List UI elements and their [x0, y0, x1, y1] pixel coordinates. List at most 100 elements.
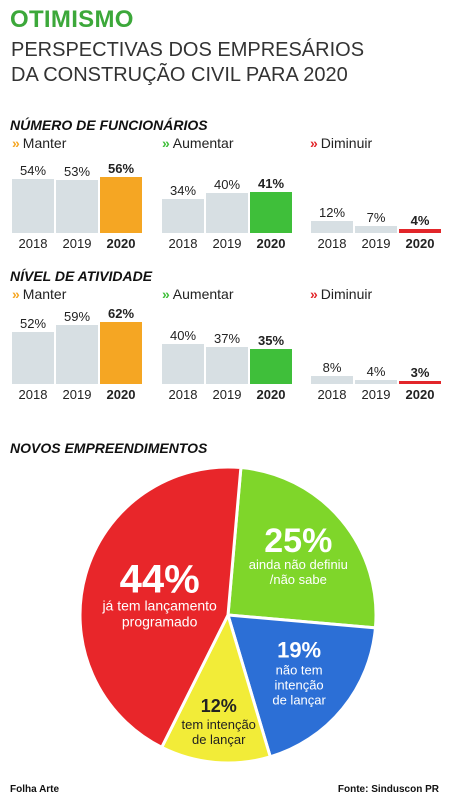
- value-label: 52%: [20, 316, 46, 331]
- value-label: 59%: [64, 309, 90, 324]
- chevron-icon: »: [12, 135, 20, 151]
- bar-diminuir-2019: [355, 226, 397, 233]
- year-label: 2018: [19, 236, 48, 251]
- bar-aumentar-2018: [162, 344, 204, 384]
- value-label: 37%: [214, 331, 240, 346]
- legend-label: Diminuir: [320, 286, 373, 302]
- legend-label: Aumentar: [172, 286, 234, 302]
- chevron-icon: »: [12, 286, 20, 302]
- bar-diminuir-2020: [399, 229, 441, 233]
- subtitle-line-2: DA CONSTRUÇÃO CIVIL PARA 2020: [11, 64, 348, 86]
- chevron-icon: »: [162, 135, 170, 151]
- value-label: 41%: [258, 176, 284, 191]
- year-label: 2018: [169, 236, 198, 251]
- bar-aumentar-2019: [206, 347, 248, 384]
- slice-label: intenção: [275, 678, 324, 693]
- value-label: 54%: [20, 163, 46, 178]
- bar-diminuir-2018: [311, 221, 353, 233]
- pie-slice: [225, 613, 378, 759]
- value-label: 53%: [64, 164, 90, 179]
- pie-slice: [78, 465, 243, 750]
- page-title: OTIMISMO: [10, 6, 134, 33]
- slice-label: tem intenção: [181, 717, 255, 732]
- year-label: 2020: [406, 387, 435, 402]
- year-label: 2020: [107, 387, 136, 402]
- bar-diminuir-2018: [311, 376, 353, 384]
- value-label: 34%: [170, 183, 196, 198]
- bar-diminuir-2020: [399, 381, 441, 384]
- chevron-icon: »: [162, 286, 170, 302]
- footer-source: Fonte: Sinduscon PR: [337, 784, 439, 795]
- section-title-funcionarios: NÚMERO DE FUNCIONÁRIOS: [10, 117, 208, 133]
- value-label: 4%: [367, 364, 386, 379]
- slice-label: /não sabe: [270, 572, 327, 587]
- value-label: 12%: [319, 205, 345, 220]
- year-label: 2018: [169, 387, 198, 402]
- legend-label: Aumentar: [172, 135, 234, 151]
- bar-manter-2018: [12, 332, 54, 384]
- year-label: 2018: [318, 387, 347, 402]
- value-label: 8%: [323, 360, 342, 375]
- section-title-empreendimentos: NOVOS EMPREENDIMENTOS: [10, 440, 208, 456]
- slice-label: programado: [122, 613, 198, 629]
- bar-manter-2020: [100, 322, 142, 384]
- bar-aumentar-2020: [250, 349, 292, 384]
- bar-manter-2018: [12, 179, 54, 233]
- year-label: 2019: [63, 236, 92, 251]
- bar-manter-2019: [56, 325, 98, 384]
- value-label: 40%: [170, 328, 196, 343]
- year-label: 2019: [63, 387, 92, 402]
- page-subtitle: PERSPECTIVAS DOS EMPRESÁRIOS DA CONSTRUÇ…: [11, 38, 364, 88]
- legend-diminuir-2: » Diminuir: [310, 286, 372, 302]
- slice-label: ainda não definiu: [249, 557, 348, 572]
- bar-aumentar-2018: [162, 199, 204, 233]
- legend-label: Manter: [22, 135, 67, 151]
- year-label: 2019: [362, 387, 391, 402]
- slice-percent: 19%: [277, 638, 321, 663]
- year-label: 2018: [318, 236, 347, 251]
- bar-aumentar-2020: [250, 192, 292, 233]
- bar-manter-2020: [100, 177, 142, 233]
- year-label: 2019: [213, 387, 242, 402]
- footer-credit: Folha Arte: [10, 784, 60, 795]
- legend-label: Diminuir: [320, 135, 373, 151]
- year-label: 2018: [19, 387, 48, 402]
- bar-chart-atividade: 52% 2018 59% 2019 62% 2020 40% 2018 37% 2019 35% 20…: [12, 306, 441, 402]
- year-label: 2020: [257, 236, 286, 251]
- chevron-icon: »: [310, 135, 318, 151]
- value-label: 35%: [258, 333, 284, 348]
- pie-slice: [226, 465, 378, 630]
- year-label: 2020: [107, 236, 136, 251]
- chevron-icon: »: [310, 286, 318, 302]
- legend-aumentar-2: » Aumentar: [162, 286, 234, 302]
- bar-diminuir-2019: [355, 380, 397, 384]
- bar-aumentar-2019: [206, 193, 248, 233]
- legend-aumentar-1: » Aumentar: [162, 135, 234, 151]
- value-label: 40%: [214, 177, 240, 192]
- slice-label: de lançar: [192, 732, 246, 747]
- year-label: 2020: [257, 387, 286, 402]
- slice-label: de lançar: [272, 693, 326, 708]
- value-label: 3%: [411, 365, 430, 380]
- value-label: 62%: [108, 306, 134, 321]
- bar-manter-2019: [56, 180, 98, 233]
- value-label: 4%: [411, 213, 430, 228]
- slice-percent: 44%: [120, 557, 200, 601]
- bar-chart-funcionarios: 54% 2018 53% 2019 56% 2020 34% 2018 40% 2019 41% 20…: [12, 161, 441, 251]
- slice-label: não tem: [276, 663, 323, 678]
- slice-label: já tem lançamento: [101, 597, 217, 613]
- value-label: 7%: [367, 210, 386, 225]
- year-label: 2020: [406, 236, 435, 251]
- legend-diminuir-1: » Diminuir: [310, 135, 372, 151]
- subtitle-line-1: PERSPECTIVAS DOS EMPRESÁRIOS: [11, 39, 365, 61]
- pie-slice: [159, 610, 273, 765]
- legend-label: Manter: [22, 286, 67, 302]
- legend-manter-1: » Manter: [12, 135, 66, 151]
- legend-manter-2: » Manter: [12, 286, 66, 302]
- slice-percent: 25%: [264, 522, 332, 560]
- year-label: 2019: [213, 236, 242, 251]
- value-label: 56%: [108, 161, 134, 176]
- section-title-atividade: NÍVEL DE ATIVIDADE: [10, 268, 153, 284]
- slice-percent: 12%: [201, 696, 237, 716]
